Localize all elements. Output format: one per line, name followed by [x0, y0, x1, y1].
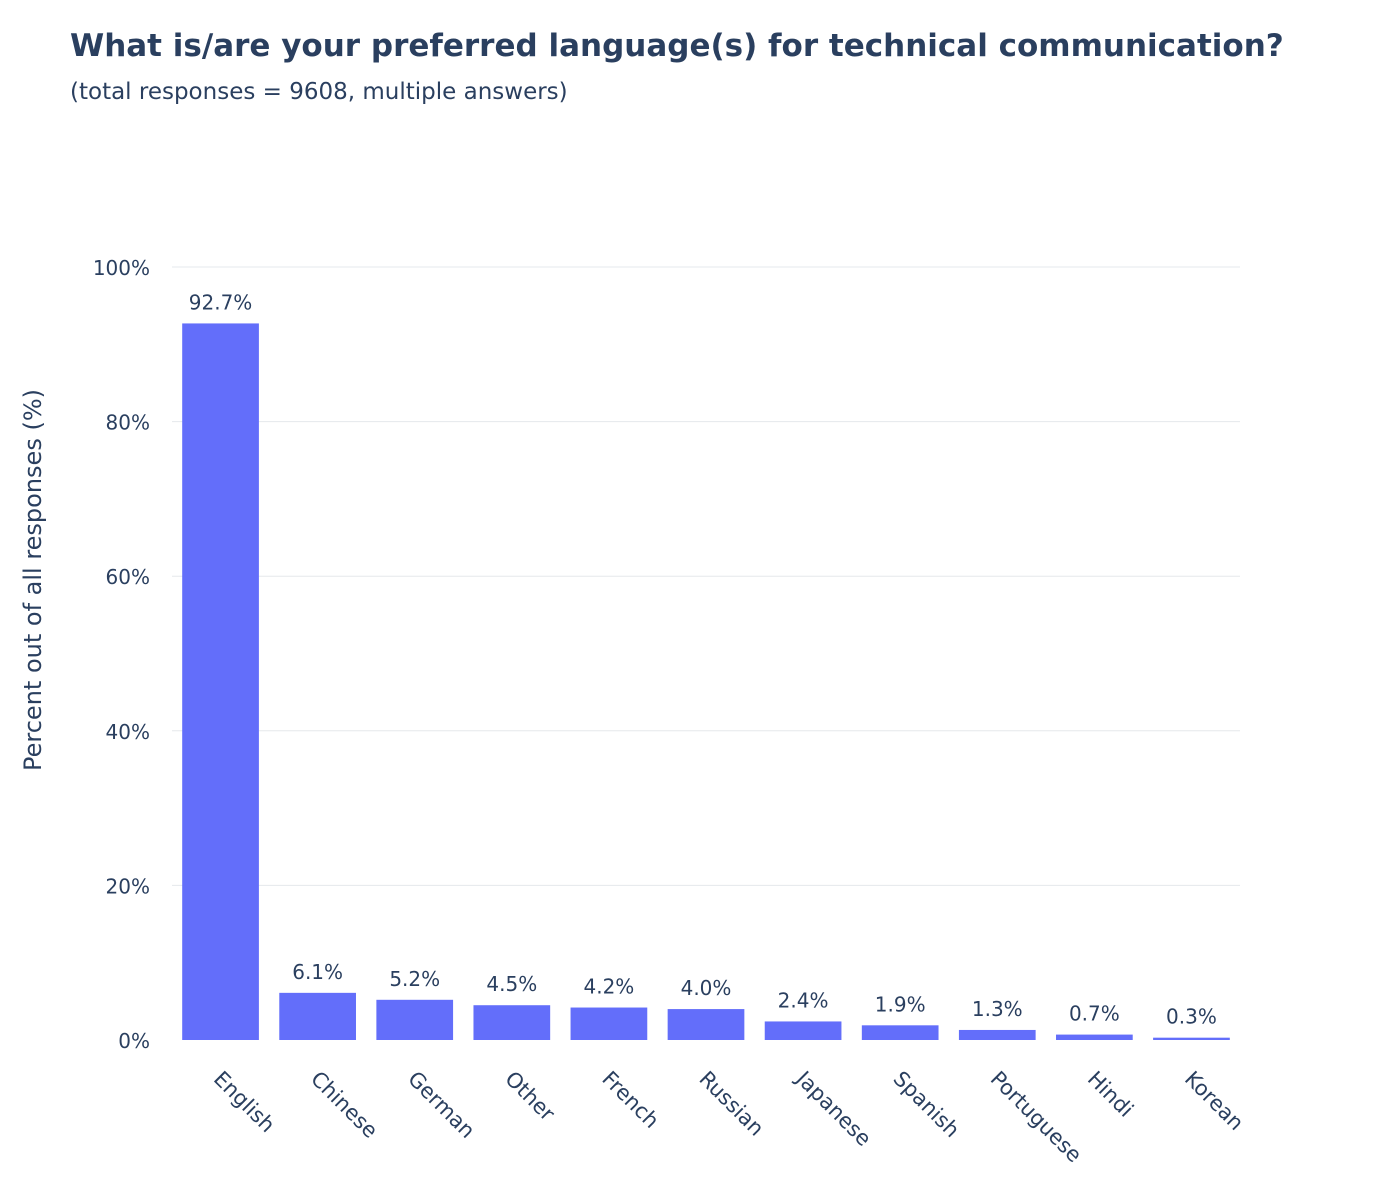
value-label: 0.7% [1069, 1002, 1120, 1026]
bar [182, 323, 259, 1041]
x-tick-label: Russian [694, 1067, 768, 1141]
value-label: 4.5% [486, 972, 537, 996]
value-label: 4.0% [681, 976, 732, 1000]
value-labels: 92.7% 6.1% 5.2% 4.5% 4.2% 4.0% 2.4% 1.9% 1.3% 0.7… [189, 290, 1217, 1028]
value-label: 1.9% [875, 992, 926, 1016]
y-axis-title: Percent out of all responses (%) [19, 389, 47, 771]
value-label: 2.4% [778, 988, 829, 1012]
y-tick-label: 80% [106, 411, 150, 435]
bar [1056, 1034, 1133, 1040]
x-tick-label: English [209, 1067, 280, 1138]
y-tick-label: 0% [118, 1029, 150, 1053]
value-label: 5.2% [389, 967, 440, 991]
bar [958, 1029, 1036, 1040]
x-axis-ticks: English Chinese German Other French Russian Ja… [209, 1065, 1248, 1167]
x-tick-label: Hindi [1083, 1067, 1138, 1122]
x-tick-label: Chinese [306, 1067, 382, 1143]
bar [1153, 1037, 1230, 1040]
x-tick-label: Spanish [889, 1067, 965, 1143]
y-tick-label: 20% [106, 874, 150, 898]
value-label: 92.7% [189, 290, 253, 314]
y-tick-label: 60% [106, 565, 150, 589]
x-tick-label: Japanese [790, 1065, 876, 1151]
bar [570, 1007, 648, 1040]
x-tick-label: German [403, 1067, 479, 1143]
y-tick-label: 100% [93, 256, 150, 280]
bar [279, 992, 356, 1040]
bar [376, 999, 454, 1040]
bar [667, 1009, 745, 1040]
x-tick-label: Korean [1180, 1067, 1248, 1135]
x-tick-label: French [597, 1067, 663, 1133]
y-axis-ticks: 0% 20% 40% 60% 80% 100% [93, 256, 150, 1053]
x-tick-label: Other [500, 1067, 559, 1126]
bar [764, 1021, 842, 1040]
value-label: 4.2% [584, 975, 635, 999]
bar [473, 1005, 551, 1040]
bars [182, 323, 1230, 1041]
value-label: 1.3% [972, 997, 1023, 1021]
y-tick-label: 40% [106, 720, 150, 744]
gridlines [172, 266, 1240, 886]
x-tick-label: Portuguese [986, 1067, 1087, 1168]
bar [861, 1025, 939, 1040]
value-label: 6.1% [292, 960, 343, 984]
chart-title: What is/are your preferred language(s) f… [70, 28, 1284, 64]
value-label: 0.3% [1166, 1005, 1217, 1029]
chart-subtitle: (total responses = 9608, multiple answer… [70, 79, 568, 105]
